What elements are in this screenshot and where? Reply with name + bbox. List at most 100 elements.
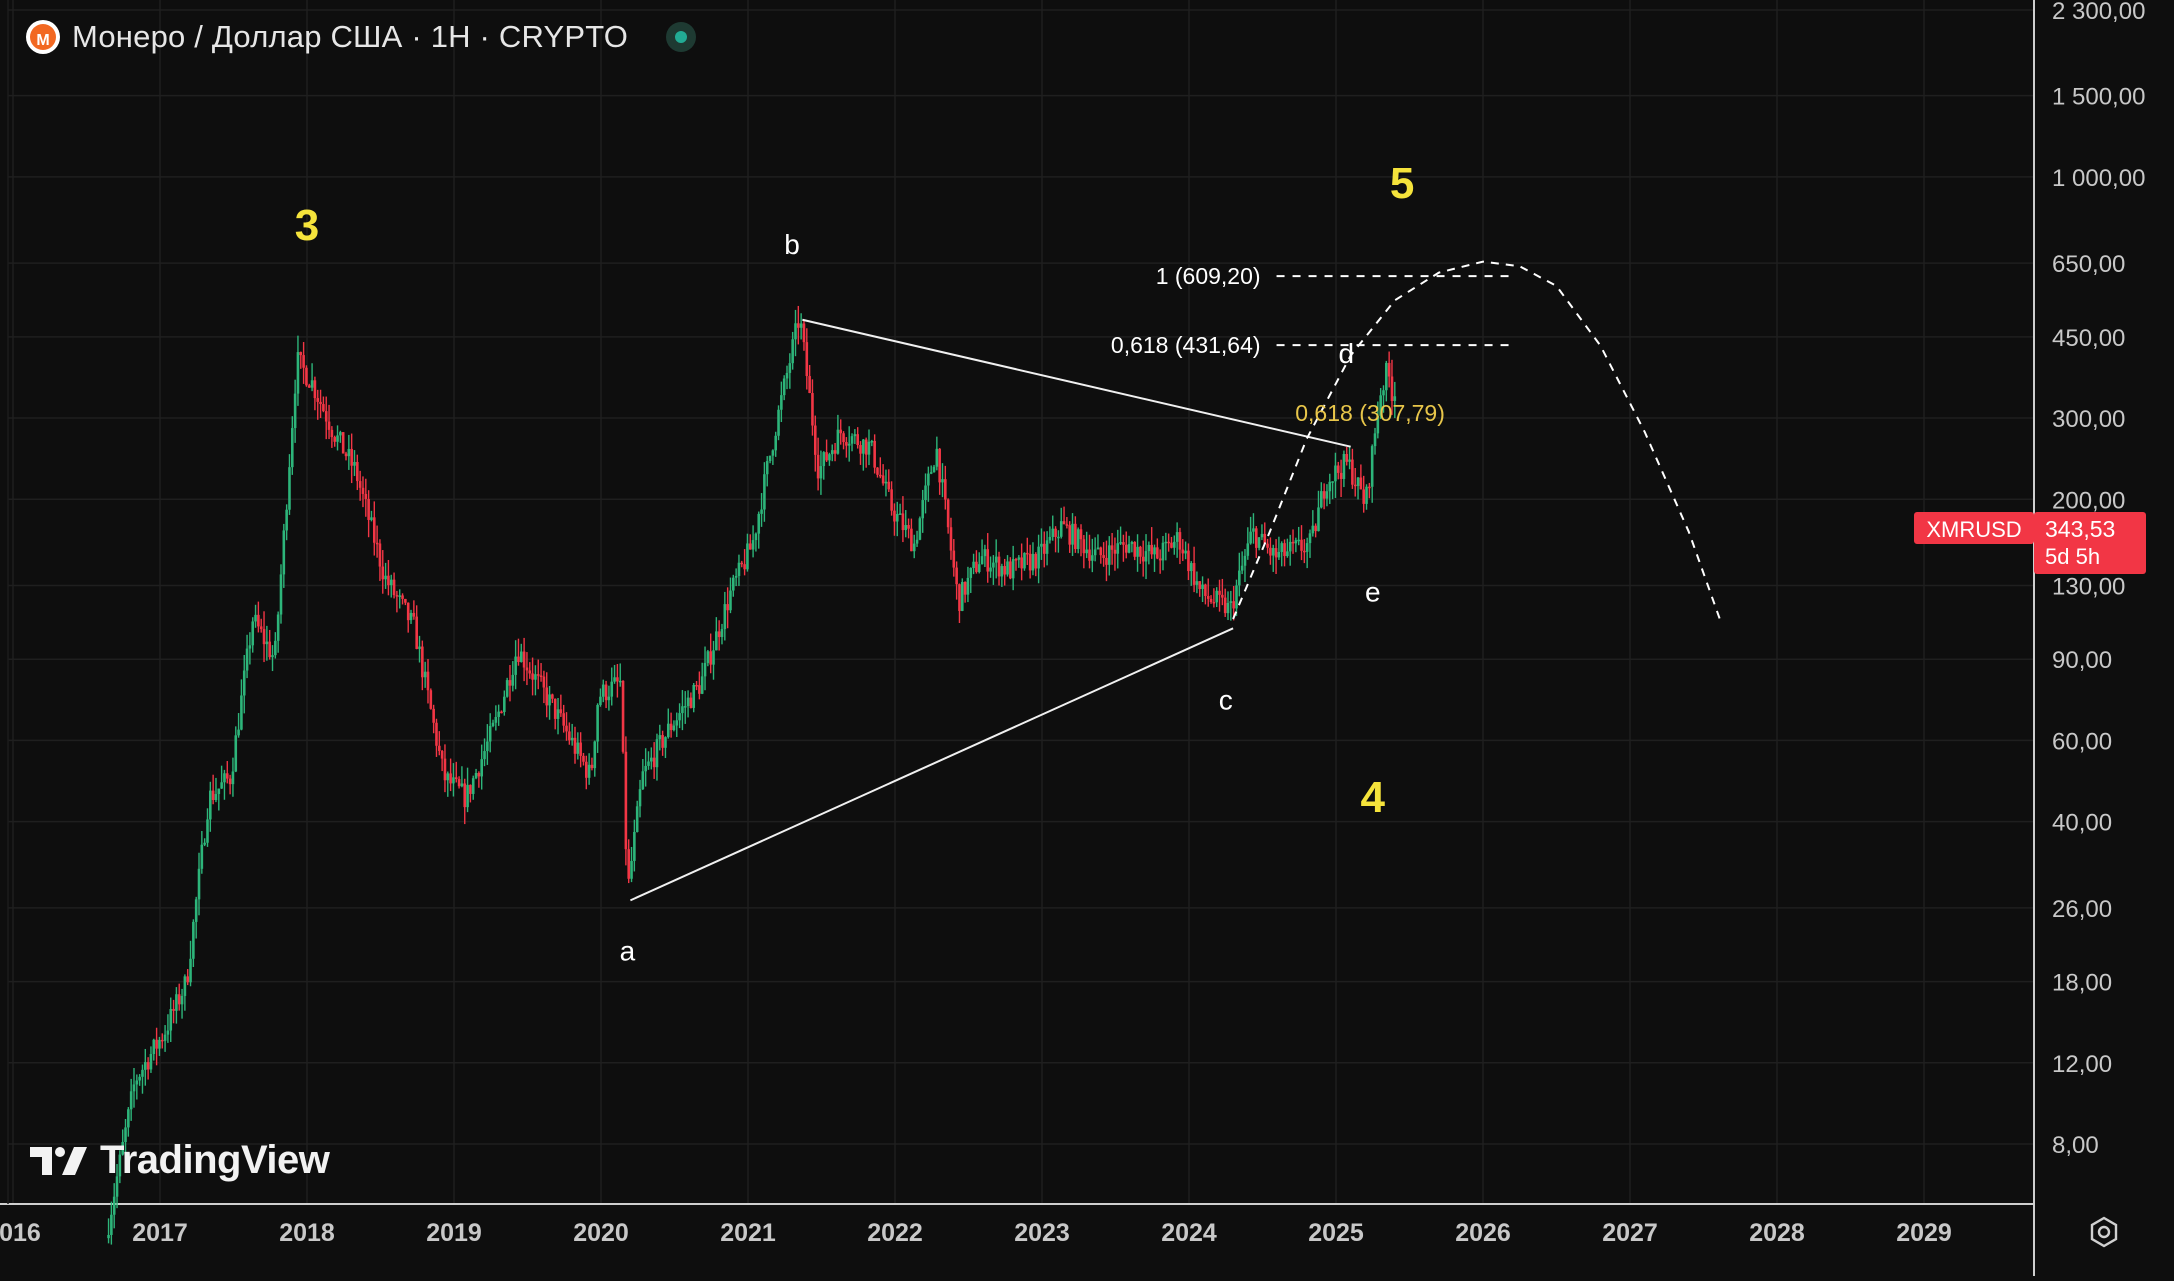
price-tick-label[interactable]: 300,00 bbox=[2052, 406, 2125, 433]
candle-up[interactable] bbox=[452, 777, 455, 784]
time-tick-label[interactable]: 2023 bbox=[1014, 1219, 1070, 1247]
candle-down[interactable] bbox=[1266, 543, 1269, 548]
candle-up[interactable] bbox=[1342, 454, 1346, 479]
candle-up[interactable] bbox=[483, 751, 486, 760]
candle-down[interactable] bbox=[958, 584, 961, 611]
price-tick-label[interactable]: 90,00 bbox=[2052, 647, 2112, 674]
candle-down[interactable] bbox=[1254, 528, 1258, 548]
time-tick-label[interactable]: 2025 bbox=[1308, 1219, 1364, 1247]
candle-up[interactable] bbox=[497, 711, 500, 717]
candle-down[interactable] bbox=[1150, 544, 1153, 555]
time-tick-label[interactable]: 2022 bbox=[867, 1219, 923, 1247]
candle-down[interactable] bbox=[395, 595, 399, 597]
candle-up[interactable] bbox=[915, 539, 919, 544]
candle-up[interactable] bbox=[672, 725, 676, 731]
candle-down[interactable] bbox=[375, 542, 379, 545]
candle-down[interactable] bbox=[881, 475, 885, 484]
candle-down[interactable] bbox=[1303, 550, 1306, 553]
candle-up[interactable] bbox=[418, 646, 421, 649]
price-tick-label[interactable]: 8,00 bbox=[2052, 1132, 2099, 1159]
candle-down[interactable] bbox=[726, 604, 729, 611]
candle-down[interactable] bbox=[454, 777, 458, 780]
candle-up[interactable] bbox=[1136, 546, 1139, 557]
candle-up[interactable] bbox=[1076, 529, 1080, 550]
candle-up[interactable] bbox=[867, 441, 871, 455]
candle-up[interactable] bbox=[1051, 528, 1055, 537]
candle-up[interactable] bbox=[1071, 523, 1074, 545]
candle-down[interactable] bbox=[508, 680, 512, 686]
candle-up[interactable] bbox=[480, 759, 484, 777]
candle-up[interactable] bbox=[870, 440, 874, 443]
candle-down[interactable] bbox=[559, 709, 563, 714]
candle-up[interactable] bbox=[853, 434, 857, 437]
candle-up[interactable] bbox=[757, 513, 761, 534]
price-tick-label[interactable]: 200,00 bbox=[2052, 487, 2125, 514]
candle-up[interactable] bbox=[932, 466, 936, 473]
candle-up[interactable] bbox=[505, 680, 509, 697]
candle-up[interactable] bbox=[220, 782, 223, 789]
candle-up[interactable] bbox=[723, 604, 727, 630]
candle-up[interactable] bbox=[1356, 477, 1360, 486]
candle-up[interactable] bbox=[121, 1142, 124, 1155]
candle-down[interactable] bbox=[438, 745, 441, 751]
candle-down[interactable] bbox=[1206, 595, 1210, 599]
candle-up[interactable] bbox=[630, 860, 633, 879]
candle-up[interactable] bbox=[1297, 539, 1300, 542]
candle-down[interactable] bbox=[1074, 523, 1077, 550]
candle-down[interactable] bbox=[545, 687, 549, 706]
candle-down[interactable] bbox=[1113, 549, 1117, 554]
candle-down[interactable] bbox=[975, 561, 978, 572]
candle-down[interactable] bbox=[268, 641, 271, 658]
candle-down[interactable] bbox=[876, 467, 879, 475]
time-tick-label[interactable]: 2027 bbox=[1602, 1219, 1658, 1247]
candle-down[interactable] bbox=[893, 510, 896, 522]
candle-down[interactable] bbox=[350, 448, 353, 466]
candle-down[interactable] bbox=[1124, 544, 1128, 553]
candle-up[interactable] bbox=[271, 655, 274, 658]
candle-down[interactable] bbox=[833, 450, 837, 454]
candle-down[interactable] bbox=[938, 448, 941, 483]
time-tick-label[interactable]: 2019 bbox=[426, 1219, 482, 1247]
candle-down[interactable] bbox=[1204, 584, 1207, 596]
candle-up[interactable] bbox=[960, 582, 964, 611]
candle-down[interactable] bbox=[1088, 549, 1091, 561]
candle-down[interactable] bbox=[864, 439, 868, 455]
candle-up[interactable] bbox=[138, 1076, 141, 1081]
candle-up[interactable] bbox=[929, 472, 933, 474]
wave-label[interactable]: d bbox=[1339, 338, 1355, 369]
candle-down[interactable] bbox=[743, 564, 746, 570]
candle-up[interactable] bbox=[1096, 547, 1100, 550]
candle-up[interactable] bbox=[983, 549, 987, 557]
candle-down[interactable] bbox=[1105, 557, 1108, 565]
time-tick-label[interactable]: 2020 bbox=[573, 1219, 629, 1247]
projection-arc[interactable] bbox=[1232, 260, 1723, 624]
candle-down[interactable] bbox=[522, 651, 526, 668]
price-tick-label[interactable]: 18,00 bbox=[2052, 970, 2112, 997]
candle-up[interactable] bbox=[389, 579, 393, 586]
candle-down[interactable] bbox=[387, 575, 390, 586]
candle-up[interactable] bbox=[734, 575, 738, 578]
candle-down[interactable] bbox=[1181, 549, 1185, 554]
candle-down[interactable] bbox=[517, 656, 520, 662]
candle-down[interactable] bbox=[568, 731, 571, 741]
candle-down[interactable] bbox=[955, 567, 958, 585]
candle-up[interactable] bbox=[254, 614, 257, 622]
candle-down[interactable] bbox=[404, 598, 407, 603]
candle-up[interactable] bbox=[293, 393, 297, 429]
candle-up[interactable] bbox=[1085, 549, 1088, 554]
fib-level-label[interactable]: 1 (609,20) bbox=[1156, 263, 1261, 289]
candle-up[interactable] bbox=[1286, 551, 1289, 557]
candle-up[interactable] bbox=[1246, 543, 1250, 556]
candle-down[interactable] bbox=[1368, 486, 1371, 489]
candle-up[interactable] bbox=[214, 794, 218, 801]
price-tick-label[interactable]: 60,00 bbox=[2052, 728, 2112, 755]
candle-up[interactable] bbox=[828, 454, 831, 461]
price-tick-label[interactable]: 40,00 bbox=[2052, 810, 2112, 837]
price-tick-label[interactable]: 26,00 bbox=[2052, 896, 2112, 923]
candle-up[interactable] bbox=[1393, 396, 1397, 401]
candle-down[interactable] bbox=[579, 742, 582, 756]
candle-down[interactable] bbox=[661, 735, 664, 748]
candle-down[interactable] bbox=[1062, 521, 1066, 525]
candle-down[interactable] bbox=[364, 493, 368, 499]
candle-down[interactable] bbox=[553, 698, 557, 719]
